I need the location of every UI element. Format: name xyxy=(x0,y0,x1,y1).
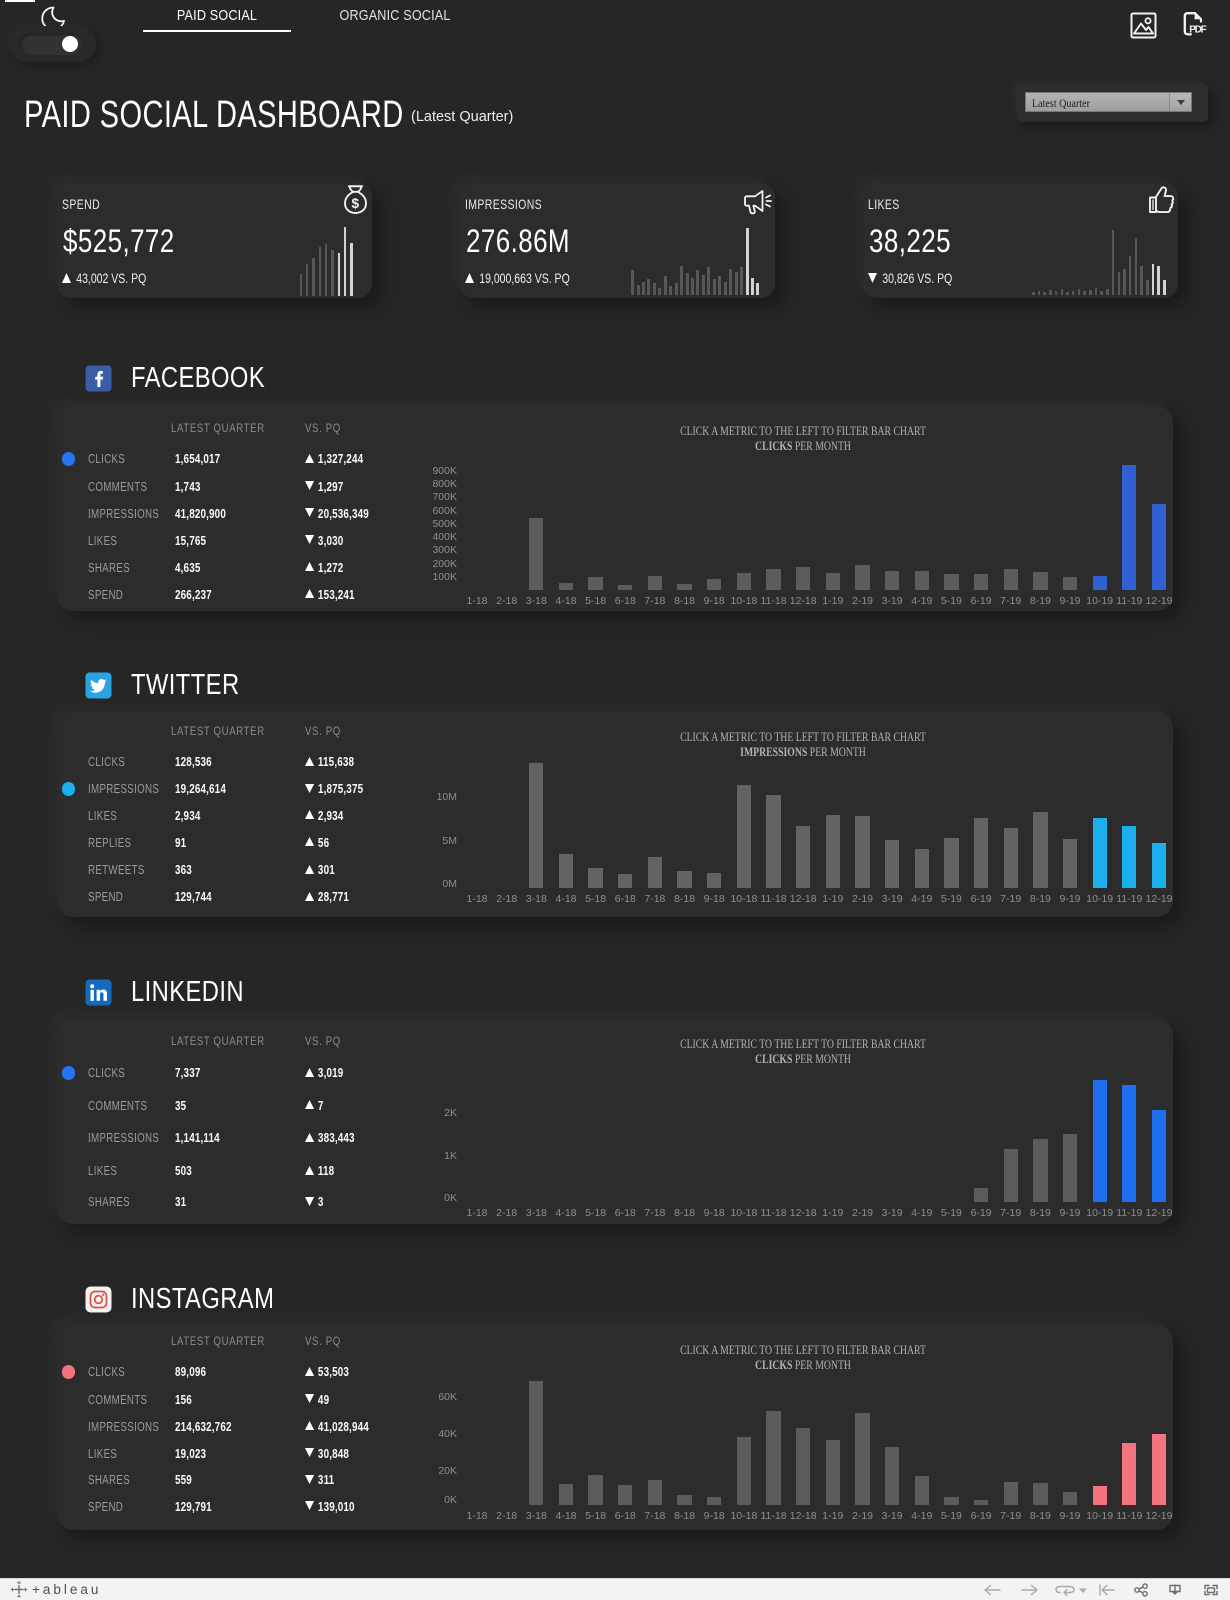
svg-text:+ableau: +ableau xyxy=(32,1582,101,1597)
svg-text:PDF: PDF xyxy=(1189,25,1207,36)
svg-text:$: $ xyxy=(352,196,360,211)
